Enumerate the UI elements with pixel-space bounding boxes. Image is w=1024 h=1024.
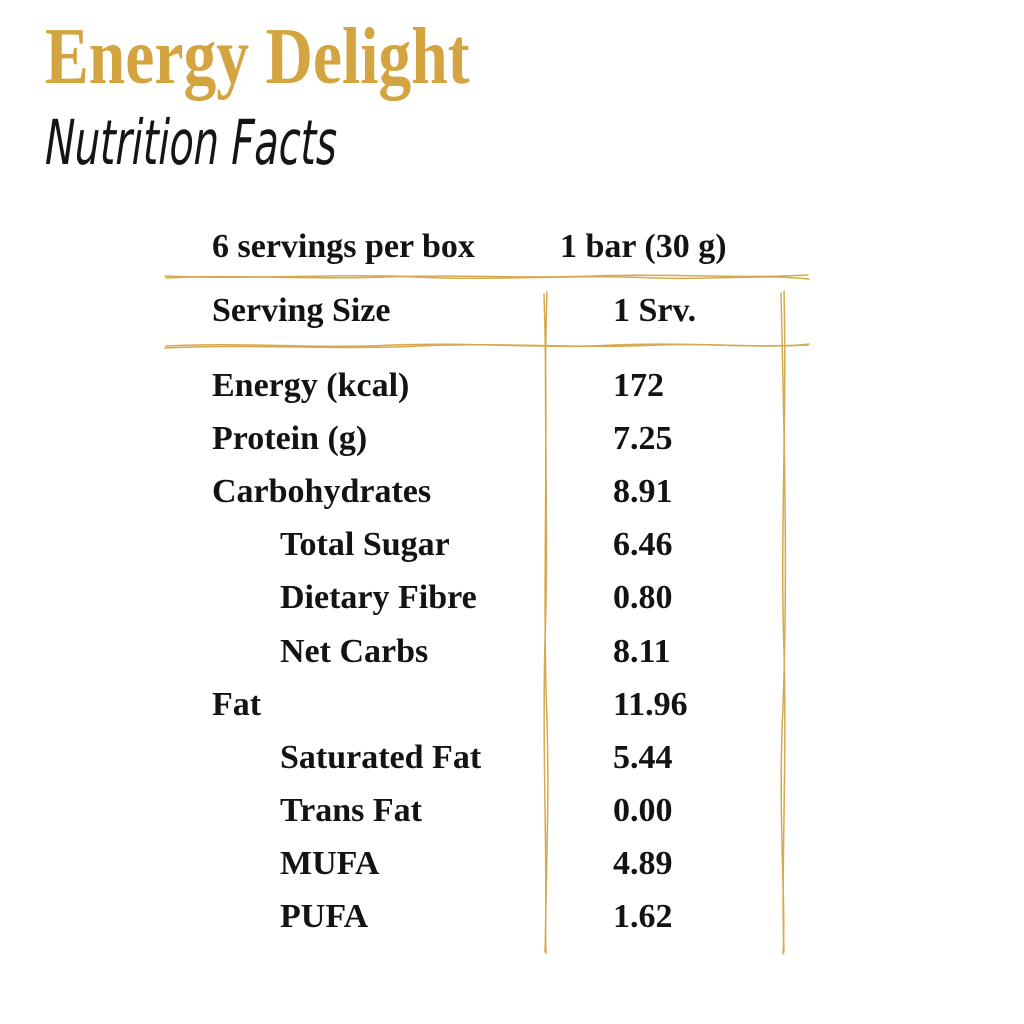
servings-header-row: 6 servings per box 1 bar (30 g) (170, 224, 810, 270)
nutrient-row-total-sugar: Total Sugar 6.46 (170, 519, 810, 572)
nutrient-row-carbohydrates: Carbohydrates 8.91 (170, 465, 810, 518)
nutrient-label: Carbohydrates (212, 472, 432, 510)
column-line-right (780, 290, 787, 955)
nutrient-row-dietary-fibre: Dietary Fibre 0.80 (170, 572, 810, 625)
nutrient-label: Saturated Fat (280, 738, 482, 776)
column-line-left (543, 291, 549, 954)
servings-per-box-text: 6 servings per box (212, 228, 475, 265)
nutrient-row-energy: Energy (kcal) 172 (170, 359, 810, 412)
nutrient-label: Total Sugar (280, 526, 450, 564)
brand-title: Energy Delight (45, 13, 470, 101)
nutrient-label: Protein (g) (212, 419, 368, 457)
page-title: Nutrition Facts (44, 106, 338, 179)
serving-size-label: Serving Size (212, 292, 391, 329)
nutrient-value: 0.80 (613, 579, 673, 617)
nutrient-row-pufa: PUFA 1.62 (170, 891, 810, 944)
nutrient-label: Fat (212, 685, 262, 723)
serving-size-row: Serving Size 1 Srv. (170, 288, 810, 334)
nutrient-label: PUFA (280, 898, 369, 936)
divider-line-header (164, 343, 810, 349)
nutrient-value: 7.25 (613, 419, 673, 457)
nutrient-value: 8.11 (613, 632, 671, 670)
serving-size-value: 1 Srv. (613, 292, 697, 329)
nutrient-row-net-carbs: Net Carbs 8.11 (170, 625, 810, 678)
nutrient-label: Dietary Fibre (280, 579, 477, 617)
nutrient-row-protein: Protein (g) 7.25 (170, 412, 810, 465)
nutrient-value: 0.00 (613, 792, 673, 830)
nutrient-row-saturated-fat: Saturated Fat 5.44 (170, 731, 810, 784)
divider-line-top (164, 274, 810, 280)
nutrient-value: 1.62 (613, 898, 673, 936)
nutrient-value: 172 (613, 366, 664, 404)
nutrient-value: 11.96 (613, 685, 688, 723)
nutrient-table: Energy (kcal) 172 Protein (g) 7.25 Carbo… (170, 359, 810, 944)
nutrient-label: Net Carbs (280, 632, 429, 670)
nutrient-row-mufa: MUFA 4.89 (170, 838, 810, 891)
nutrient-label: Energy (kcal) (212, 366, 410, 404)
nutrient-label: MUFA (280, 845, 380, 883)
nutrient-label: Trans Fat (280, 792, 422, 830)
nutrient-value: 6.46 (613, 526, 673, 564)
nutrient-value: 5.44 (613, 738, 673, 776)
nutrient-value: 8.91 (613, 472, 673, 510)
nutrient-row-trans-fat: Trans Fat 0.00 (170, 785, 810, 838)
serving-unit-text: 1 bar (30 g) (560, 228, 727, 265)
nutrient-row-fat: Fat 11.96 (170, 678, 810, 731)
nutrient-value: 4.89 (613, 845, 673, 883)
